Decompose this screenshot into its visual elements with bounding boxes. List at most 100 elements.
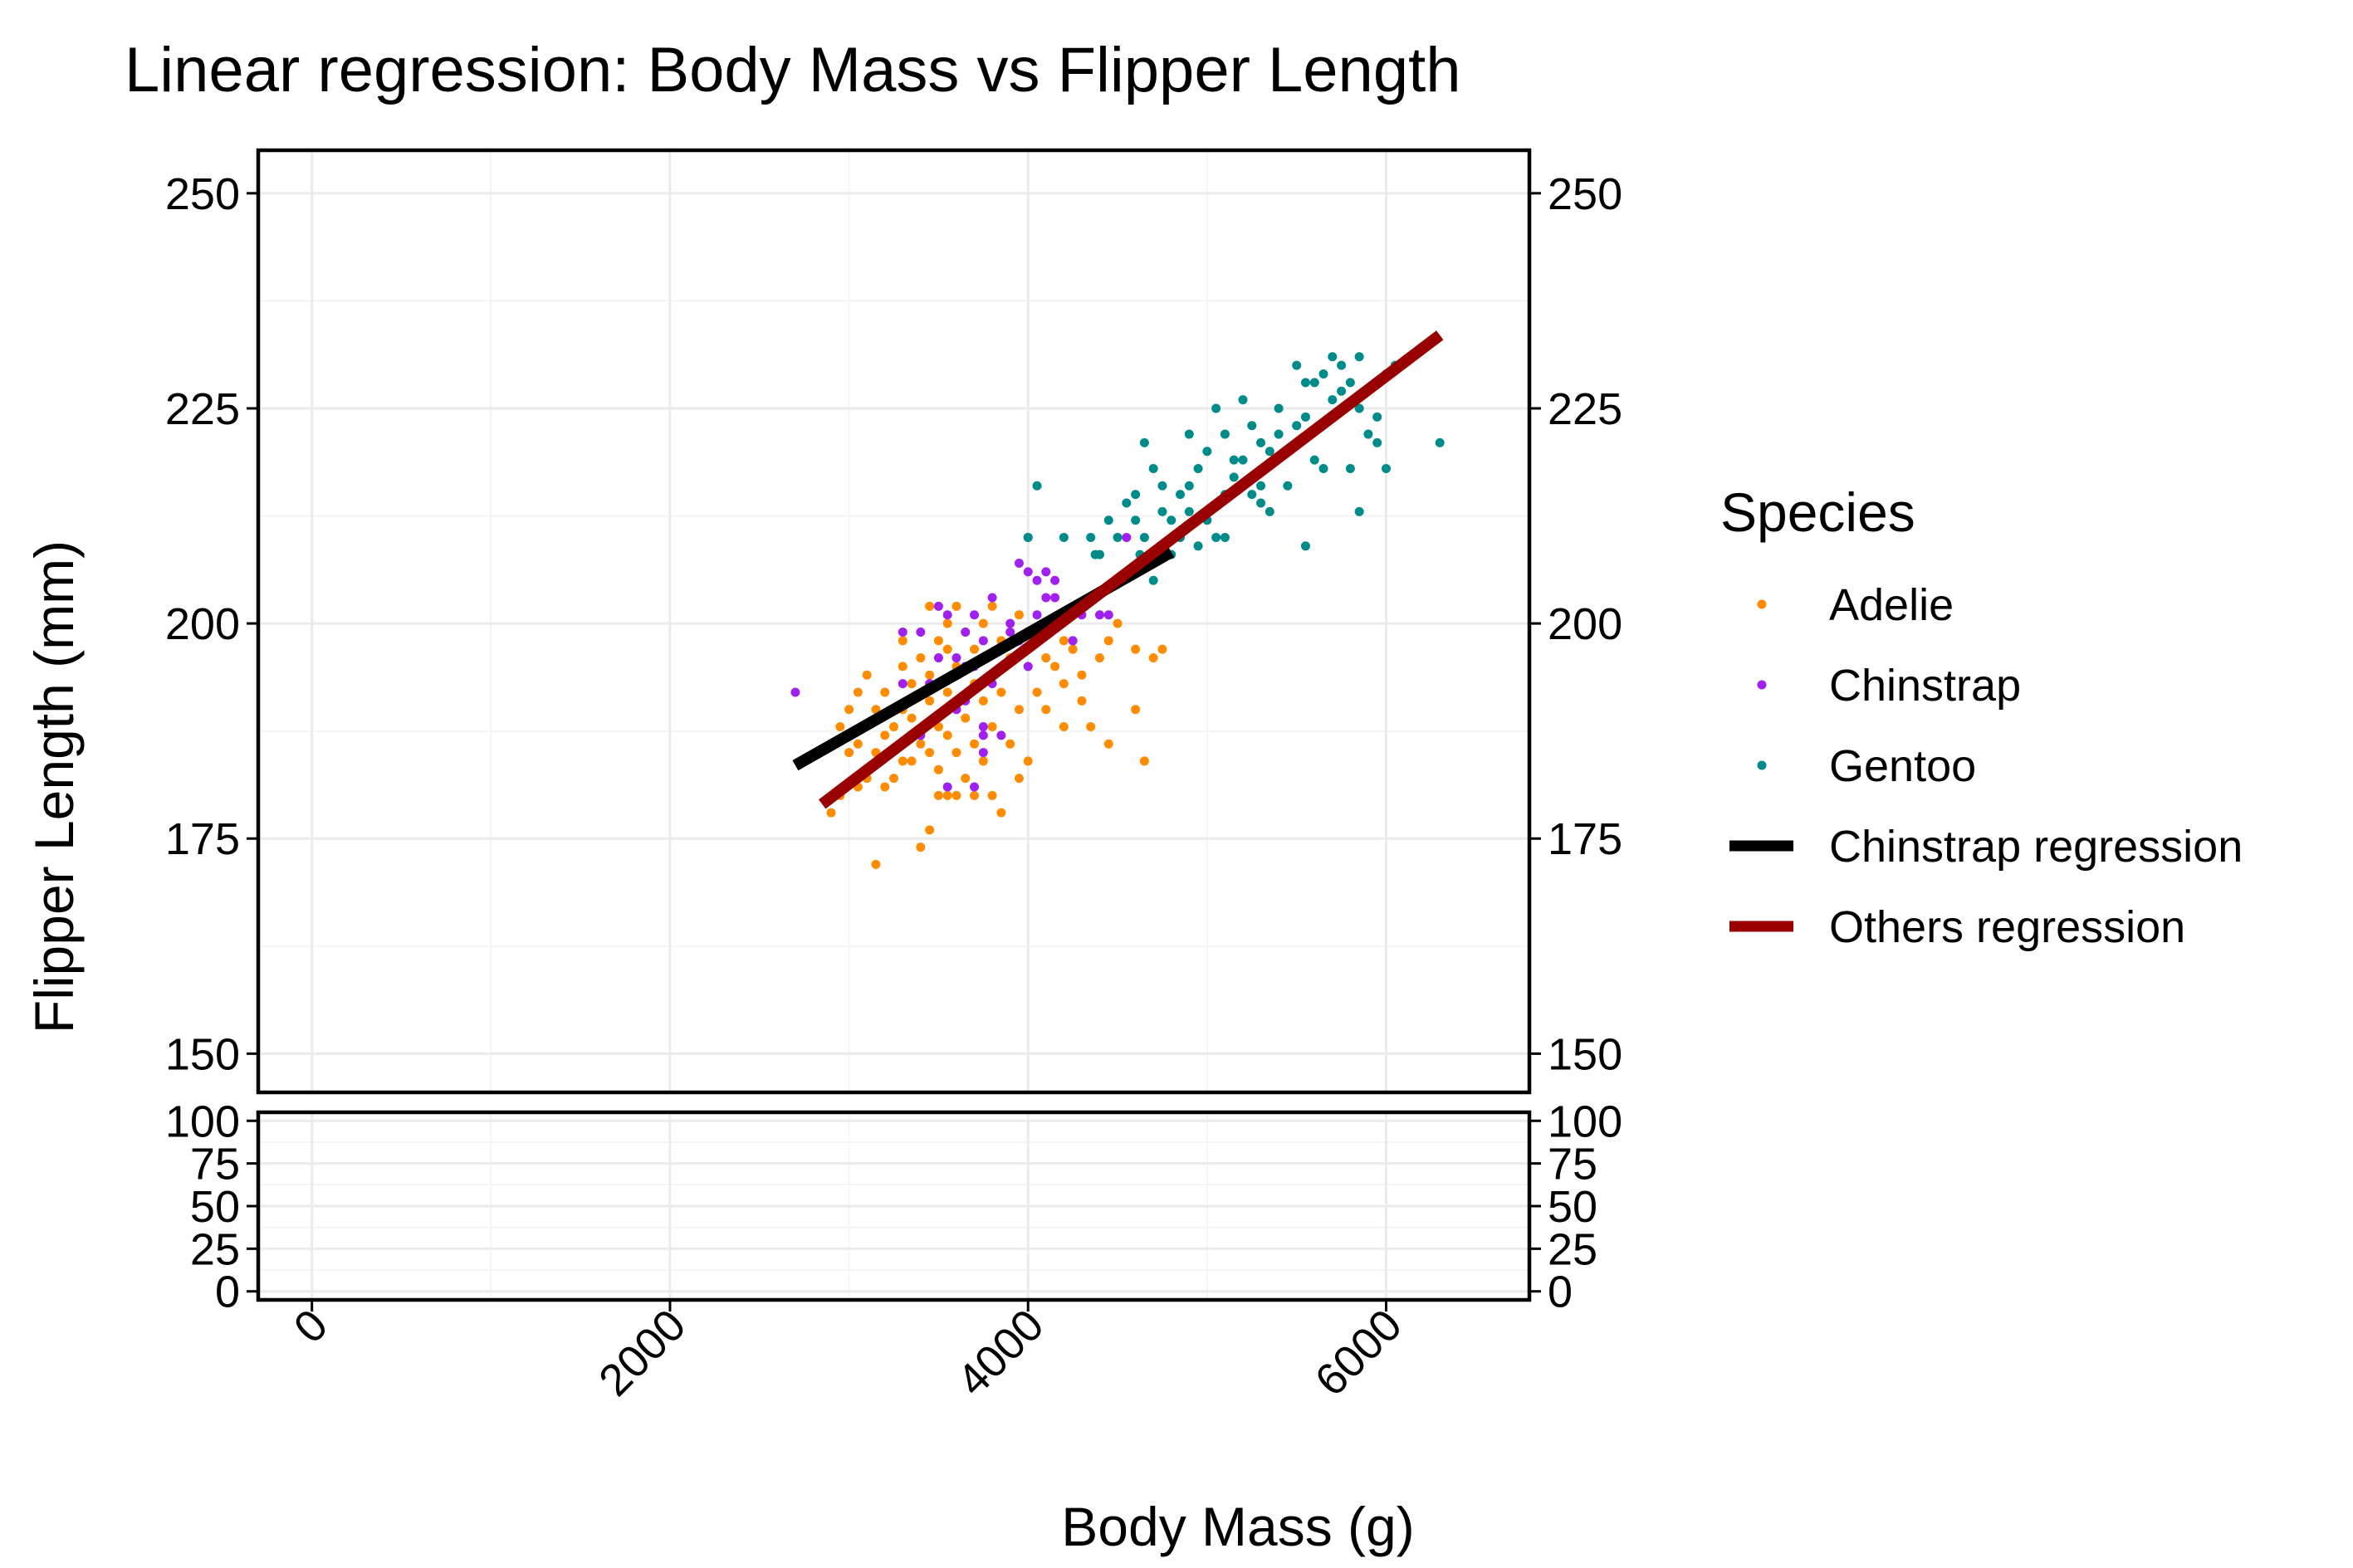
- y-tick-label: 200: [165, 599, 240, 649]
- y-tick-label: 50: [190, 1182, 240, 1232]
- data-point: [1238, 395, 1248, 405]
- y-tick-label: 250: [165, 169, 240, 219]
- data-point: [1041, 593, 1051, 603]
- data-point: [1292, 421, 1302, 431]
- data-point: [1184, 506, 1194, 516]
- legend: Species Adelie Chinstrap Gentoo Chinstrap r…: [1720, 481, 2243, 952]
- data-point: [1202, 447, 1212, 457]
- data-point: [1139, 532, 1149, 542]
- data-point: [970, 739, 980, 749]
- data-point: [880, 687, 890, 697]
- data-point: [1023, 567, 1033, 577]
- data-point: [925, 825, 935, 835]
- data-point: [1103, 610, 1113, 620]
- data-point: [978, 618, 988, 628]
- data-point: [1292, 360, 1302, 370]
- data-point: [1265, 447, 1274, 457]
- data-point: [925, 670, 935, 680]
- data-point: [1059, 679, 1069, 689]
- data-point: [933, 601, 943, 611]
- data-point: [907, 756, 917, 766]
- data-point: [1148, 653, 1158, 663]
- data-point: [844, 705, 854, 715]
- data-point: [1014, 774, 1024, 784]
- legend-label: Chinstrap: [1829, 661, 2021, 711]
- regression-line-others-regression: [819, 330, 1444, 809]
- data-point: [1059, 532, 1069, 542]
- data-point: [1077, 696, 1087, 706]
- data-point: [942, 730, 952, 740]
- y-tick-label: 225: [165, 384, 240, 434]
- data-point: [1372, 412, 1382, 422]
- data-point: [790, 687, 800, 697]
- data-point: [1090, 550, 1100, 559]
- data-point: [898, 679, 907, 689]
- data-point: [978, 721, 988, 731]
- data-point: [1193, 541, 1203, 551]
- y-tick-label: 200: [1548, 599, 1622, 649]
- data-point: [1176, 490, 1186, 500]
- data-point: [1309, 455, 1319, 465]
- data-point: [898, 662, 907, 672]
- data-point: [1337, 386, 1347, 396]
- data-point: [942, 618, 952, 628]
- data-point: [951, 748, 961, 758]
- y-tick-label: 100: [165, 1097, 240, 1146]
- data-point: [1220, 429, 1230, 439]
- data-point: [826, 808, 836, 818]
- data-point: [907, 713, 917, 723]
- data-point: [1103, 739, 1113, 749]
- data-point: [1265, 506, 1274, 516]
- data-point: [916, 653, 926, 663]
- data-point: [1238, 455, 1248, 465]
- data-point: [1157, 481, 1167, 491]
- y-tick-label: 150: [165, 1029, 240, 1079]
- data-point: [1184, 429, 1194, 439]
- data-point: [1148, 575, 1158, 585]
- data-point: [1032, 481, 1042, 491]
- data-point: [1363, 429, 1373, 439]
- data-point: [1328, 352, 1338, 362]
- data-point: [1247, 421, 1257, 431]
- x-tick-label: 4000: [947, 1300, 1053, 1405]
- data-point: [1337, 360, 1347, 370]
- data-point: [1211, 403, 1221, 413]
- data-point: [898, 756, 907, 766]
- data-point: [961, 713, 971, 723]
- data-point: [1300, 378, 1310, 388]
- data-point: [1023, 662, 1033, 672]
- data-point: [1256, 498, 1266, 508]
- data-point: [1005, 618, 1015, 628]
- data-point: [907, 679, 917, 689]
- data-point: [1005, 627, 1015, 637]
- data-point: [970, 790, 980, 800]
- data-point: [933, 790, 943, 800]
- data-point: [916, 627, 926, 637]
- data-point: [942, 790, 952, 800]
- data-point: [898, 636, 907, 646]
- data-point: [1122, 532, 1132, 542]
- main-grid: [258, 150, 1529, 1092]
- y-axis-title: Flipper Length (mm): [23, 540, 85, 1033]
- legend-item: Chinstrap: [1757, 661, 2021, 711]
- data-point: [1041, 653, 1051, 663]
- data-point: [862, 670, 872, 680]
- data-point: [1094, 653, 1104, 663]
- main-panel: 150 175 200 225 250 150 175 200 225 250: [165, 148, 1622, 1095]
- data-point: [1211, 532, 1221, 542]
- data-point: [1274, 403, 1284, 413]
- data-point: [1283, 481, 1293, 491]
- legend-title: Species: [1720, 481, 1915, 543]
- data-point: [933, 653, 943, 663]
- data-point: [1131, 490, 1141, 500]
- data-point: [1274, 429, 1284, 439]
- legend-label: Others regression: [1829, 902, 2185, 952]
- data-point: [1131, 644, 1141, 654]
- data-point: [1345, 464, 1355, 474]
- data-point: [970, 782, 980, 792]
- data-point: [987, 721, 997, 731]
- data-point: [1345, 378, 1355, 388]
- y-tick-label: 75: [190, 1140, 240, 1189]
- data-point: [1354, 506, 1364, 516]
